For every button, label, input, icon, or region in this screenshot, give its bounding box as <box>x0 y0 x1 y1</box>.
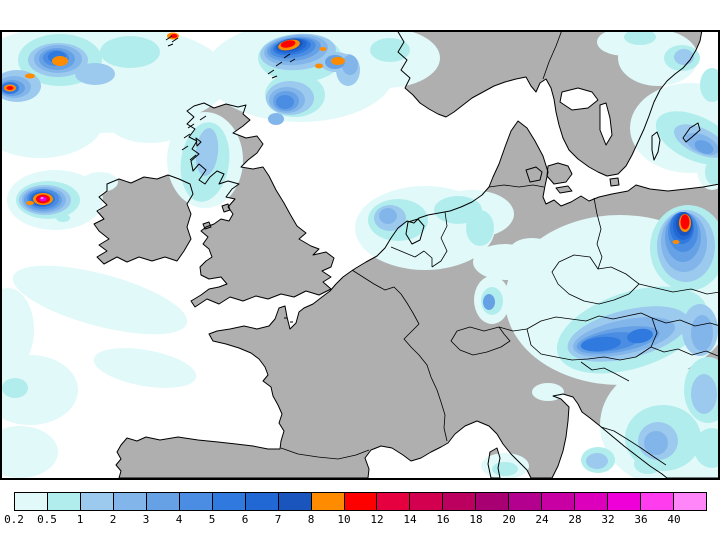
precip-blob <box>694 428 719 468</box>
colorbar-tick-label: 28 <box>568 513 582 526</box>
precip-blob <box>691 374 717 414</box>
colorbar-tick-label: 36 <box>634 513 648 526</box>
colorbar-tick-label: 6 <box>241 513 249 526</box>
colorbar-tick-label: 8 <box>307 513 315 526</box>
precip-blob <box>6 86 14 90</box>
precip-blob <box>705 159 719 185</box>
precip-blob <box>105 93 195 143</box>
precip-blob <box>280 40 296 48</box>
country-borders <box>280 31 719 466</box>
precip-blob <box>680 214 690 230</box>
precip-blob <box>694 140 714 154</box>
map-frame <box>0 30 720 480</box>
precip-blob <box>379 208 397 224</box>
colorbar-segment <box>377 493 411 510</box>
colorbar-tick-label: 14 <box>403 513 417 526</box>
precip-blob <box>26 201 34 205</box>
precip-blob <box>170 34 178 38</box>
precip-blob <box>532 383 564 401</box>
colorbar-segment <box>47 493 81 510</box>
colorbar-segment <box>146 493 180 510</box>
colorbar-tick-label: 3 <box>142 513 150 526</box>
precip-blob <box>342 55 358 75</box>
colorbar-segment <box>212 493 246 510</box>
precip-blob <box>12 265 188 335</box>
colorbar-segment <box>278 493 312 510</box>
precip-blob <box>276 95 294 109</box>
colorbar-tick-label: 7 <box>274 513 282 526</box>
precip-blob <box>700 68 719 102</box>
colorbar-tick-label: 1 <box>76 513 84 526</box>
colorbar-tick-label: 40 <box>667 513 681 526</box>
precip-blob <box>315 63 323 69</box>
colorbar-segment <box>608 493 642 510</box>
colorbar-segment <box>311 493 345 510</box>
coastline-layer <box>93 31 719 479</box>
precip-blob <box>2 378 28 398</box>
colorbar-tick-label: 2 <box>109 513 117 526</box>
precip-blob <box>52 56 68 66</box>
colorbar <box>14 492 707 511</box>
colorbar-segment <box>15 493 48 510</box>
precip-blob <box>624 31 656 45</box>
colorbar-segment <box>575 493 609 510</box>
precip-blob <box>268 113 284 125</box>
precip-blob <box>1 426 58 478</box>
precip-blob <box>581 336 621 352</box>
colorbar-tick-label: 18 <box>469 513 483 526</box>
precip-blob <box>331 57 345 65</box>
colorbar-tick-label: 24 <box>535 513 549 526</box>
colorbar-segment <box>641 493 675 510</box>
small-islands <box>165 35 296 323</box>
precip-blob <box>370 38 410 62</box>
precip-blob <box>195 128 219 176</box>
precip-blob <box>56 214 70 222</box>
colorbar-tick-label: 16 <box>436 513 450 526</box>
colorbar-tick-label: 0.5 <box>37 513 57 526</box>
colorbar-segment <box>443 493 477 510</box>
colorbar-segment <box>509 493 543 510</box>
colorbar-segment <box>80 493 114 510</box>
precip-blob <box>82 172 118 192</box>
colorbar-segment <box>344 493 378 510</box>
precip-blob <box>466 210 494 246</box>
colorbar-segment <box>410 493 444 510</box>
precipitation-layer <box>1 31 719 479</box>
colorbar-labels: 0.2 0.5 1 2 3 4 5 6 7 8 10 12 14 16 18 20 24 28 32 36 40 <box>4 513 707 527</box>
precip-blob <box>25 73 35 79</box>
colorbar-tick-label: 32 <box>601 513 615 526</box>
colorbar-tick-label: 4 <box>175 513 183 526</box>
colorbar-tick-label: 5 <box>208 513 216 526</box>
colorbar-segment <box>113 493 147 510</box>
colorbar-segment <box>179 493 213 510</box>
precip-blob <box>1 288 34 372</box>
precip-blob <box>93 348 197 388</box>
precip-blob <box>492 462 518 476</box>
colorbar-segment <box>674 493 707 510</box>
precip-blob <box>1 355 78 425</box>
colorbar-segment <box>542 493 576 510</box>
colorbar-tick-label: 12 <box>370 513 384 526</box>
precip-blob <box>40 197 44 199</box>
colorbar-segment <box>476 493 510 510</box>
precip-blob <box>100 36 160 68</box>
colorbar-tick-label: 0.2 <box>4 513 24 526</box>
precip-blob <box>627 328 653 344</box>
precip-blob <box>644 431 668 455</box>
precip-blob <box>691 315 713 351</box>
precip-blob <box>586 453 608 469</box>
precip-blob <box>75 63 115 85</box>
colorbar-segment <box>245 493 279 510</box>
precip-blob <box>319 47 327 51</box>
colorbar-tick-label: 10 <box>337 513 351 526</box>
precip-blob <box>483 294 495 310</box>
colorbar-tick-label: 20 <box>502 513 516 526</box>
precip-blob <box>672 240 680 244</box>
precip-blob <box>674 49 694 65</box>
